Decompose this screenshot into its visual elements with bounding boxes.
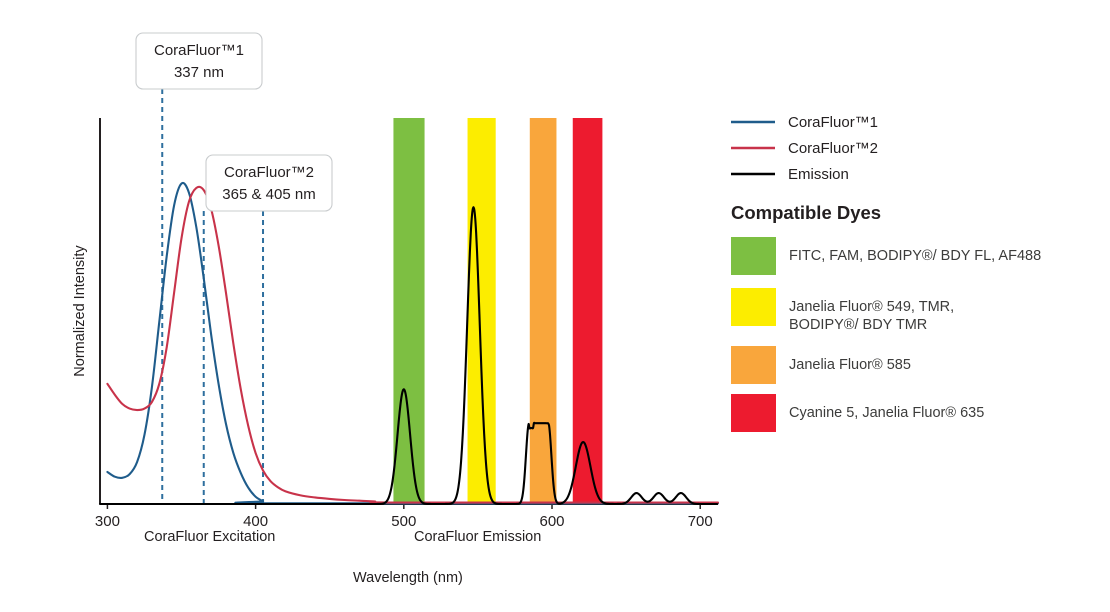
excitation-curve-1 [106, 181, 720, 505]
callout-cf1-line1: CoraFluor™1 [154, 42, 244, 59]
legend-label-2: CoraFluor™2 [788, 140, 878, 157]
callout-cf2-line1: CoraFluor™2 [224, 164, 314, 181]
excitation-region-caption: CoraFluor Excitation [144, 529, 275, 545]
red-band [572, 118, 603, 504]
dye-label-2-line2: BODIPY®/ BDY TMR [789, 317, 927, 333]
dye-label-3: Janelia Fluor® 585 [789, 357, 911, 373]
dye-label-1: FITC, FAM, BODIPY®/ BDY FL, AF488 [789, 248, 1041, 264]
emission-region-caption: CoraFluor Emission [414, 529, 541, 545]
yellow-band [467, 118, 496, 504]
dye-swatch-2 [731, 288, 776, 326]
callout-cf2-box [205, 154, 333, 212]
callout-cf1-box [135, 32, 263, 90]
x-tick-label-400: 400 [243, 513, 268, 530]
callout-cf2: CoraFluor™2 365 & 405 nm [205, 154, 333, 212]
spectra-curves [98, 181, 720, 506]
callout-cf1: CoraFluor™1 337 nm [135, 32, 263, 90]
dye-label-4: Cyanine 5, Janelia Fluor® 635 [789, 405, 984, 421]
emission-curve [98, 206, 719, 506]
compatible-dyes-heading: Compatible Dyes [731, 202, 881, 223]
dye-swatch-1 [731, 237, 776, 275]
y-axis-title: Normalized Intensity [72, 245, 88, 377]
legend-label-3: Emission [788, 166, 849, 183]
dye-swatch-3 [731, 346, 776, 384]
x-tick-label-500: 500 [391, 513, 416, 530]
callout-cf1-line2: 337 nm [174, 64, 224, 81]
x-tick-label-300: 300 [95, 513, 120, 530]
compatible-dyes-list: FITC, FAM, BODIPY®/ BDY FL, AF488 Janelia… [731, 237, 1041, 432]
x-axis-ticks: 300 400 500 600 700 [95, 504, 713, 530]
orange-band [529, 118, 557, 504]
x-tick-label-600: 600 [539, 513, 564, 530]
legend-label-1: CoraFluor™1 [788, 114, 878, 131]
dye-label-2: Janelia Fluor® 549, TMR, [789, 299, 954, 315]
series-legend: CoraFluor™1 CoraFluor™2 Emission [731, 114, 878, 183]
dye-swatch-4 [731, 394, 776, 432]
dye-band-group [393, 118, 603, 504]
x-axis-title: Wavelength (nm) [353, 570, 463, 586]
excitation-curve-2 [106, 185, 720, 504]
green-band [393, 118, 425, 504]
x-tick-label-700: 700 [688, 513, 713, 530]
excitation-marker-lines [161, 89, 265, 504]
callout-cf2-line2: 365 & 405 nm [222, 186, 315, 203]
